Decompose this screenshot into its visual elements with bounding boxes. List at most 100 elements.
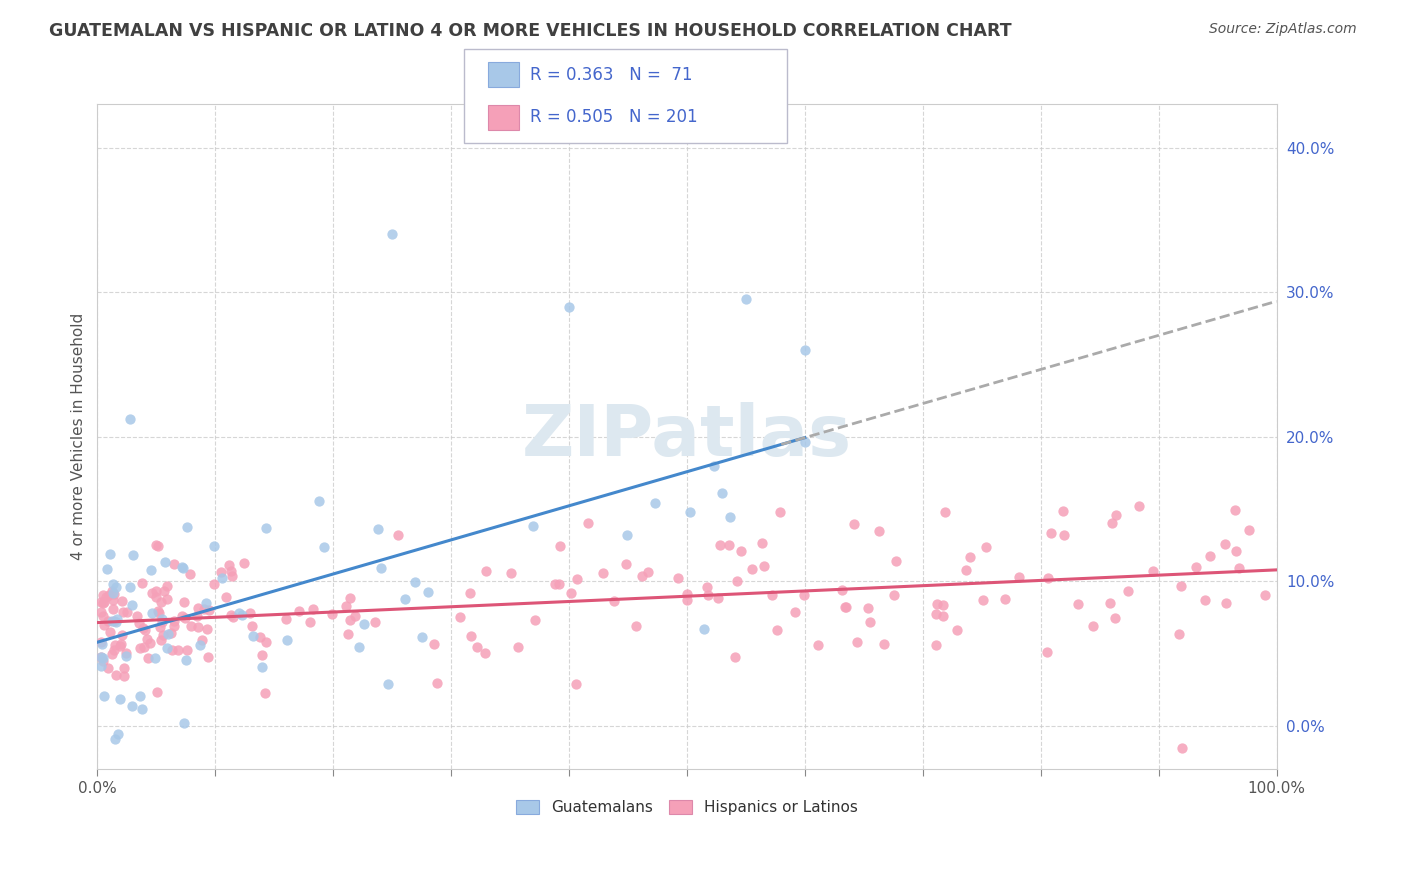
Point	[972, 592, 994, 607]
Point	[209, 566, 232, 580]
Point	[873, 637, 896, 651]
Point	[501, 566, 523, 580]
Point	[730, 543, 752, 558]
Point	[163, 557, 186, 571]
Point	[105, 581, 128, 595]
Point	[134, 640, 156, 654]
Point	[644, 496, 666, 510]
Point	[793, 434, 815, 449]
Point	[925, 607, 948, 621]
Point	[101, 584, 124, 599]
Point	[718, 510, 741, 524]
Point	[118, 580, 141, 594]
Point	[751, 535, 773, 549]
Point	[150, 612, 173, 626]
Point	[449, 609, 471, 624]
Point	[105, 615, 128, 630]
Point	[128, 640, 150, 655]
Text: R = 0.505   N = 201: R = 0.505 N = 201	[530, 108, 697, 126]
Point	[474, 647, 496, 661]
Point	[252, 660, 274, 674]
Point	[416, 585, 439, 599]
Y-axis label: 4 or more Vehicles in Household: 4 or more Vehicles in Household	[72, 313, 86, 560]
Point	[145, 685, 167, 699]
Point	[172, 560, 194, 574]
Point	[173, 611, 195, 625]
Point	[675, 593, 697, 607]
Point	[250, 648, 273, 663]
Point	[221, 564, 243, 578]
Point	[679, 505, 702, 519]
Point	[254, 634, 277, 648]
Point	[367, 522, 389, 536]
Point	[233, 556, 256, 570]
Point	[187, 600, 209, 615]
Point	[1185, 560, 1208, 574]
Point	[101, 647, 124, 661]
Point	[302, 601, 325, 615]
Point	[404, 575, 426, 590]
Point	[955, 564, 977, 578]
Point	[603, 594, 626, 608]
Point	[884, 554, 907, 568]
Point	[254, 521, 277, 535]
Point	[110, 637, 132, 651]
Point	[460, 629, 482, 643]
Point	[276, 633, 298, 648]
Point	[1116, 584, 1139, 599]
Point	[160, 794, 183, 808]
Point	[170, 609, 193, 624]
Point	[153, 583, 176, 598]
Point	[103, 587, 125, 601]
Point	[696, 580, 718, 594]
Point	[465, 640, 488, 654]
Point	[523, 613, 546, 627]
Point	[148, 604, 170, 618]
Point	[97, 615, 120, 629]
Point	[91, 609, 114, 624]
Point	[90, 635, 112, 649]
Point	[364, 615, 387, 629]
Point	[548, 577, 571, 591]
Point	[115, 646, 138, 660]
Point	[754, 559, 776, 574]
Point	[934, 505, 956, 519]
Point	[1067, 597, 1090, 611]
Point	[718, 538, 741, 552]
Point	[97, 661, 120, 675]
Point	[1194, 592, 1216, 607]
Point	[1170, 579, 1192, 593]
Point	[925, 638, 948, 652]
Point	[616, 528, 638, 542]
Point	[121, 548, 143, 562]
Point	[846, 635, 869, 649]
Point	[150, 615, 173, 629]
Point	[103, 593, 125, 607]
Point	[176, 520, 198, 534]
Point	[1098, 596, 1121, 610]
Point	[91, 651, 114, 665]
Point	[339, 613, 361, 627]
Point	[637, 565, 659, 579]
Point	[335, 599, 357, 613]
Point	[1239, 523, 1261, 537]
Point	[195, 622, 218, 636]
Point	[856, 600, 879, 615]
Point	[411, 630, 433, 644]
Point	[111, 594, 134, 608]
Text: ZIPatlas: ZIPatlas	[522, 402, 852, 471]
Point	[735, 293, 758, 307]
Point	[108, 639, 131, 653]
Point	[176, 643, 198, 657]
Point	[121, 698, 143, 713]
Point	[103, 577, 125, 591]
Point	[1225, 544, 1247, 558]
Point	[129, 689, 152, 703]
Point	[93, 618, 115, 632]
Point	[173, 716, 195, 731]
Point	[381, 227, 404, 242]
Point	[1215, 596, 1237, 610]
Point	[90, 595, 112, 609]
Point	[724, 650, 747, 665]
Point	[1213, 537, 1236, 551]
